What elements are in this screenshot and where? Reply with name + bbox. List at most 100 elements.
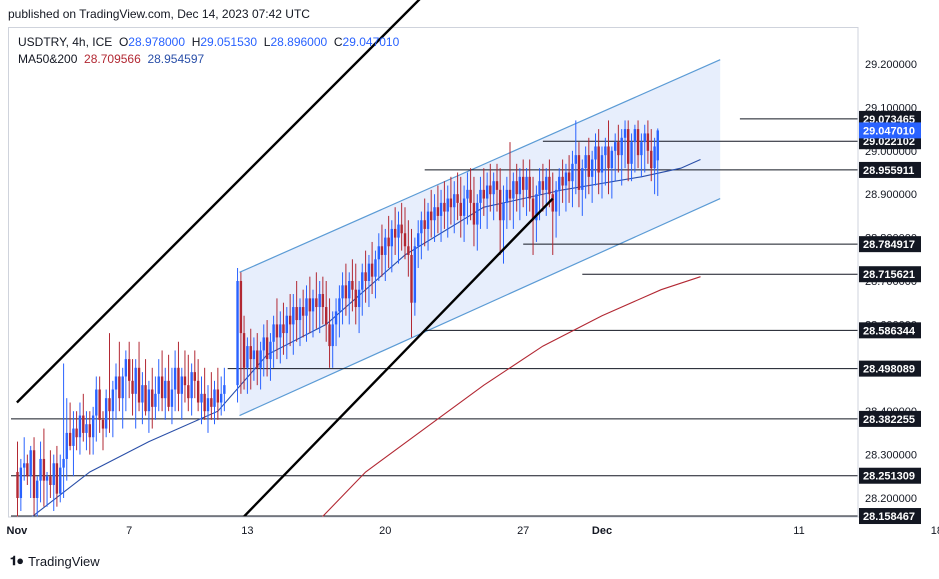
trendline-0[interactable] (16, 0, 429, 404)
level-label-bg (859, 161, 921, 178)
candle (384, 228, 387, 281)
candle (354, 263, 357, 325)
candle-body (242, 333, 246, 368)
candle-body (577, 155, 581, 190)
price-axis[interactable]: 29.20000029.10000029.00000028.90000028.8… (857, 27, 939, 544)
candle (216, 367, 220, 420)
candle-body (318, 294, 321, 308)
published-caption: published on TradingView.com, Dec 14, 20… (8, 7, 310, 21)
candle (160, 350, 164, 412)
last-price-label[interactable]: 29.047010 (863, 125, 915, 137)
candle (364, 250, 367, 303)
candle (567, 155, 571, 203)
candle (393, 207, 397, 255)
candle-body (492, 181, 495, 195)
candle (22, 437, 26, 481)
candle (636, 120, 640, 169)
candle (52, 454, 55, 512)
candle (607, 120, 610, 195)
candle (308, 276, 312, 334)
footer-brand[interactable]: 𝟏● TradingView (10, 553, 100, 569)
legend-ma-label[interactable]: MA50&200 (18, 52, 78, 66)
candle (367, 254, 371, 308)
level-price-label[interactable]: 28.158467 (863, 511, 915, 523)
time-axis[interactable]: Nov 7 13 20 27 Dec 11 18 (7, 516, 939, 544)
candle (157, 359, 160, 412)
candle-body (390, 228, 394, 247)
candle-body (587, 155, 591, 177)
candle (26, 454, 29, 485)
candle (187, 354, 190, 412)
candle-body (558, 176, 561, 190)
legend-close-label: C (333, 35, 343, 49)
level-price-label[interactable]: 28.955911 (863, 165, 914, 177)
candle (193, 350, 197, 399)
candle-body (196, 380, 200, 403)
candle (492, 172, 495, 221)
time-tick-label: 20 (379, 525, 391, 537)
candle-body (206, 398, 210, 412)
candle (633, 124, 637, 173)
candle (282, 302, 285, 355)
candle-body (590, 159, 594, 177)
candle (620, 129, 623, 186)
candle (443, 181, 446, 229)
level-price-label[interactable]: 29.022102 (863, 136, 915, 148)
candle (252, 337, 256, 381)
horizontal-levels[interactable] (11, 118, 858, 517)
candle-body (292, 307, 295, 325)
trendline-1[interactable] (218, 197, 554, 543)
trendlines[interactable] (16, 0, 554, 543)
candle-body (551, 194, 554, 212)
level-price-label[interactable]: 28.382255 (863, 414, 915, 426)
candle (508, 142, 512, 221)
candle-body (633, 129, 637, 143)
channel-upper-line[interactable] (239, 59, 721, 273)
candle-body (22, 463, 26, 468)
candle-body (321, 294, 325, 308)
channel-lower-line[interactable] (239, 197, 721, 417)
candle (348, 272, 351, 325)
legend-symbol[interactable]: USDTRY, 4h, ICE (18, 35, 113, 49)
level-price-label[interactable]: 28.498089 (863, 364, 915, 376)
level-label-bg (859, 360, 921, 377)
candle (32, 437, 36, 516)
candle-body (157, 376, 160, 394)
parallel-channel[interactable] (239, 59, 721, 417)
candle-body (141, 385, 144, 403)
level-price-label[interactable]: 28.715621 (863, 269, 915, 281)
candle-body (485, 185, 489, 199)
candle-body (101, 419, 105, 429)
candle-body (407, 246, 410, 255)
candle (95, 376, 98, 442)
candle (482, 168, 485, 216)
candle (627, 120, 630, 182)
candle-body (49, 476, 52, 485)
candle-body (170, 389, 174, 407)
candle-body (518, 176, 522, 195)
candle (558, 168, 561, 216)
candle-body (354, 289, 357, 308)
candle-body (630, 142, 633, 164)
time-tick-label: 27 (517, 525, 529, 537)
candle (141, 372, 144, 425)
candle (177, 341, 180, 412)
candle (55, 445, 59, 507)
candle-body (338, 298, 341, 312)
candle-body (275, 324, 279, 338)
candle-body (311, 298, 315, 312)
candle-body (55, 463, 59, 494)
candle-body (472, 202, 476, 225)
candle-body (295, 307, 298, 321)
level-price-label[interactable]: 28.586344 (863, 325, 916, 337)
candle (114, 363, 118, 420)
candle-body (426, 211, 430, 229)
candle-body (597, 146, 600, 173)
candle-body (613, 142, 617, 151)
candle-body (348, 281, 351, 299)
candle (456, 172, 459, 221)
level-price-label[interactable]: 28.784917 (863, 239, 915, 251)
candle (344, 263, 348, 316)
level-price-label[interactable]: 28.251309 (863, 471, 915, 483)
